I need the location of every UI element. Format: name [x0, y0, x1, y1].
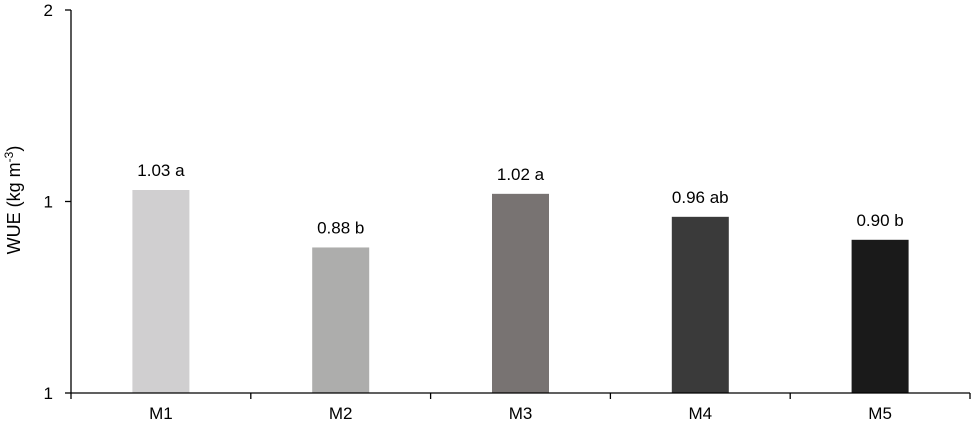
data-label-m4: 0.96 ab	[672, 188, 729, 207]
y-axis-title-superscript: -3	[2, 151, 16, 162]
x-category-label-m2: M2	[329, 404, 353, 423]
y-axis-title: WUE (kg m-3)	[2, 146, 24, 255]
data-label-m1: 1.03 a	[137, 161, 185, 180]
y-tick-label: 2	[44, 1, 53, 20]
bar-m4	[671, 216, 729, 393]
bar-m5	[851, 239, 909, 393]
x-category-label-m1: M1	[149, 404, 173, 423]
bar-m1	[132, 190, 190, 393]
data-label-m5: 0.90 b	[856, 211, 903, 230]
data-label-m2: 0.88 b	[317, 218, 364, 237]
bar-m3	[492, 193, 549, 393]
x-category-label-m5: M5	[868, 404, 892, 423]
data-label-m3: 1.02 a	[497, 165, 545, 184]
y-tick-label: 1	[44, 193, 53, 212]
x-category-label-m4: M4	[688, 404, 712, 423]
labels-layer: 1 1 2 1.03 a M1 0.88 b M2 1.02 a M3 0.96 ab M4 0.90…	[44, 1, 904, 423]
bars-layer	[132, 190, 909, 393]
y-tick-label: 1	[44, 384, 53, 403]
x-category-label-m3: M3	[509, 404, 533, 423]
bar-m2	[312, 247, 370, 393]
ticks-layer	[65, 9, 971, 399]
